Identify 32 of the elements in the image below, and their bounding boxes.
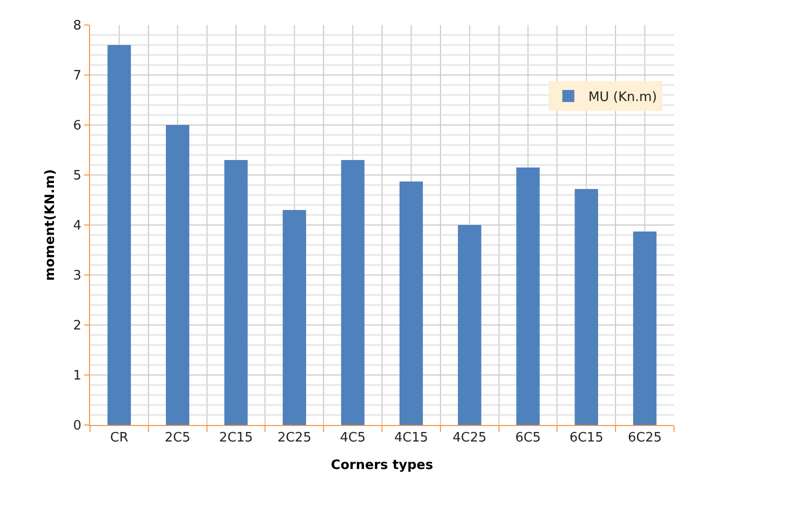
y-tick-label: 7 bbox=[73, 68, 82, 84]
bar bbox=[400, 182, 423, 425]
bar bbox=[574, 189, 598, 425]
x-axis-title: Corners types bbox=[330, 458, 434, 474]
y-tick-label: 8 bbox=[73, 18, 82, 34]
x-tick-label: 6C15 bbox=[569, 430, 604, 446]
x-tick-label: 4C15 bbox=[394, 430, 428, 446]
y-axis-title: moment(KN.m) bbox=[43, 169, 58, 281]
x-tick-label: 4C25 bbox=[452, 430, 487, 446]
x-tick-label: 6C5 bbox=[515, 430, 541, 446]
x-tick-label: 2C5 bbox=[164, 430, 190, 446]
x-tick-label: 4C5 bbox=[340, 430, 366, 446]
y-tick-label: 6 bbox=[73, 118, 82, 134]
bar bbox=[108, 45, 131, 425]
legend-label: MU (Kn.m) bbox=[588, 90, 657, 106]
y-tick-label: 5 bbox=[73, 168, 82, 184]
y-tick-label: 1 bbox=[73, 368, 82, 384]
bar bbox=[516, 168, 540, 425]
bar bbox=[224, 160, 248, 425]
bar bbox=[341, 160, 364, 425]
y-tick-label: 0 bbox=[73, 418, 82, 434]
x-tick-label: CR bbox=[110, 430, 128, 446]
bar bbox=[633, 232, 656, 425]
x-tick-label: 2C15 bbox=[219, 430, 253, 446]
bar bbox=[166, 125, 190, 425]
bar bbox=[458, 225, 482, 425]
y-tick-label: 2 bbox=[73, 318, 82, 334]
x-tick-label: 2C25 bbox=[277, 430, 312, 446]
bar bbox=[282, 210, 306, 425]
x-tick-label: 6C25 bbox=[628, 430, 662, 446]
y-tick-label: 3 bbox=[73, 268, 82, 284]
y-tick-label: 4 bbox=[73, 218, 82, 234]
